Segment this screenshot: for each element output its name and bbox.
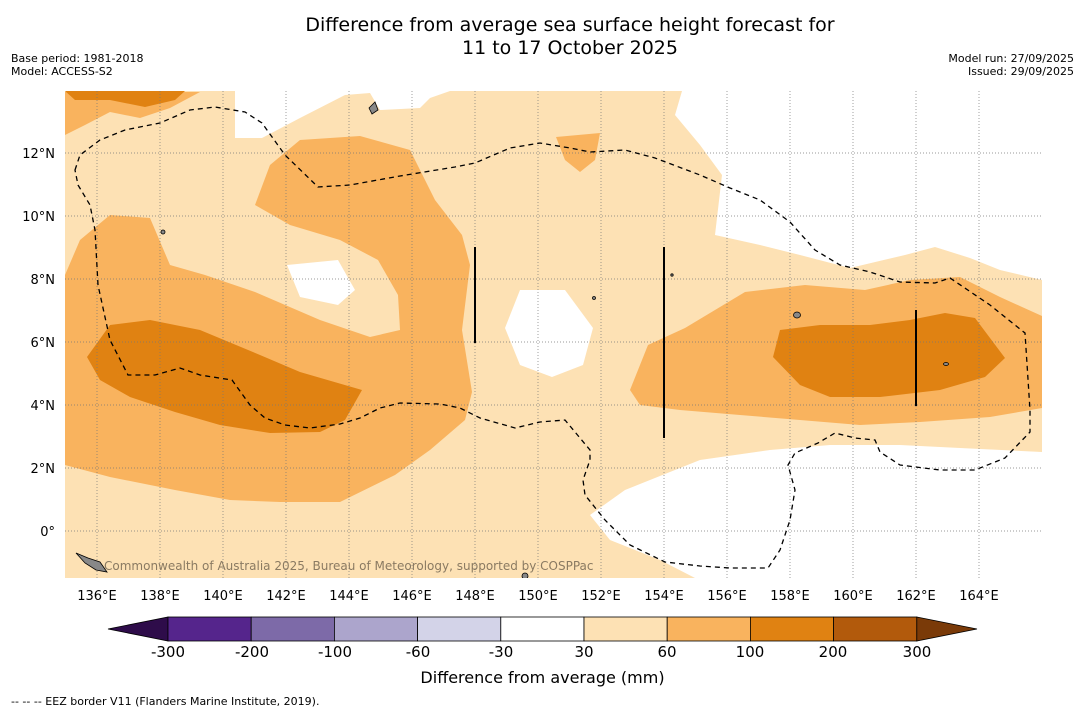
title-line-1: Difference from average sea surface heig…	[305, 14, 835, 36]
neutral-region-west	[287, 260, 355, 305]
colorbar-tick: 200	[818, 643, 848, 661]
lat-label: 0°	[40, 525, 55, 540]
eez-borders	[74, 106, 1031, 569]
anomaly-field	[65, 91, 1042, 578]
model-name: Model: ACCESS-S2	[11, 65, 113, 78]
lon-label: 156°E	[707, 589, 747, 604]
lon-label: 148°E	[455, 589, 495, 604]
title-line-2: 11 to 17 October 2025	[462, 37, 678, 59]
island-chuuk	[592, 296, 596, 300]
colorbar-tick: -300	[150, 643, 186, 661]
lon-label: 142°E	[266, 589, 306, 604]
colorbar-tick: 60	[657, 643, 677, 661]
colorbar-segment	[833, 616, 918, 642]
anomaly-100-200-east	[773, 313, 1005, 397]
colorbar-tick: 30	[574, 643, 594, 661]
lon-label: 144°E	[329, 589, 369, 604]
neutral-region-central	[505, 290, 593, 377]
colorbar	[107, 616, 978, 642]
grid	[65, 91, 1042, 578]
anomaly-60-100-west	[65, 92, 200, 135]
colorbar-tick: -30	[488, 643, 514, 661]
island-guam	[368, 101, 379, 115]
colorbar-tick: 100	[735, 643, 765, 661]
boundary-lines	[474, 247, 917, 438]
lon-labels: 136°E 138°E 140°E 142°E 144°E 146°E 148°…	[77, 589, 999, 604]
issued-date: Issued: 29/09/2025	[967, 65, 1074, 78]
colorbar-segment	[666, 616, 751, 642]
lon-label: 146°E	[392, 589, 432, 604]
chart-title: Difference from average sea surface heig…	[0, 14, 1085, 60]
base-period: Base period: 1981-2018	[11, 52, 144, 65]
neutral-region-top	[235, 91, 450, 138]
lon-label: 152°E	[581, 589, 621, 604]
lat-label: 6°N	[31, 336, 56, 351]
eez-border-palau-fsm	[74, 106, 1031, 569]
colorbar-segment	[500, 616, 585, 642]
island-yap	[160, 229, 166, 235]
lon-label: 150°E	[518, 589, 558, 604]
colorbar-segment	[583, 616, 668, 642]
lon-label: 138°E	[140, 589, 180, 604]
island-new-guinea-coast	[75, 552, 108, 573]
colorbar-segment	[417, 616, 502, 642]
lon-label: 160°E	[833, 589, 873, 604]
neutral-region-northeast	[675, 91, 1042, 280]
island-pohnpei	[793, 311, 801, 319]
meta-left: Base period: 1981-2018 Model: ACCESS-S2	[11, 52, 143, 78]
colorbar-segment	[250, 616, 335, 642]
model-run: Model run: 27/09/2025	[948, 52, 1074, 65]
colorbar-extend-low	[107, 616, 169, 642]
lat-label: 10°N	[22, 210, 55, 225]
colorbar-tick: -200	[234, 643, 270, 661]
colorbar-extend-high	[916, 616, 978, 642]
neutral-region-southeast	[590, 445, 1042, 578]
lat-labels: 12°N 10°N 8°N 6°N 4°N 2°N 0°	[22, 147, 55, 540]
lat-label: 12°N	[22, 147, 55, 162]
colorbar-title: Difference from average (mm)	[420, 668, 665, 687]
lat-label: 8°N	[31, 273, 56, 288]
anomaly-60-100-patch-north	[556, 133, 600, 172]
lon-label: 164°E	[959, 589, 999, 604]
lon-label: 136°E	[77, 589, 117, 604]
island-manus	[521, 572, 529, 578]
colorbar-segment	[333, 616, 418, 642]
lon-label: 140°E	[203, 589, 243, 604]
colorbar-segment	[167, 616, 252, 642]
colorbar-tick: -60	[405, 643, 431, 661]
colorbar-segment	[750, 616, 835, 642]
anomaly-60-100-west-main	[65, 136, 472, 502]
colorbar-tick: 300	[902, 643, 932, 661]
lon-label: 158°E	[770, 589, 810, 604]
island-dot-1	[670, 273, 674, 277]
colorbar-tick: -100	[317, 643, 353, 661]
islands	[75, 101, 949, 578]
lat-label: 2°N	[31, 462, 56, 477]
meta-right: Model run: 27/09/2025 Issued: 29/09/2025	[948, 52, 1074, 78]
lat-label: 4°N	[31, 399, 56, 414]
island-kosrae	[943, 362, 949, 366]
anomaly-100-200-northwest	[65, 91, 185, 107]
lon-label: 162°E	[896, 589, 936, 604]
eez-footnote: -- -- -- EEZ border V11 (Flanders Marine…	[11, 695, 320, 708]
copyright-text: Commonwealth of Australia 2025, Bureau o…	[104, 559, 594, 573]
lon-label: 154°E	[644, 589, 684, 604]
